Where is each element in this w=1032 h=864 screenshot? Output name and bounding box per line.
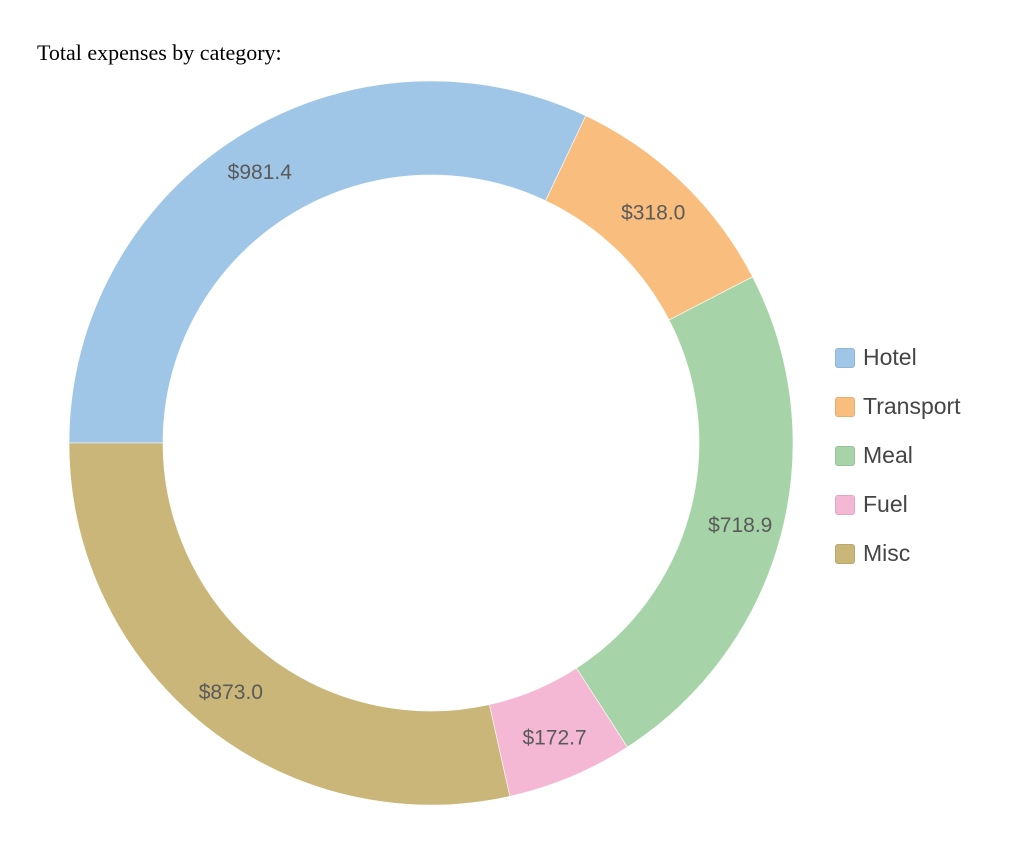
legend-label: Hotel (863, 344, 917, 370)
legend-label: Fuel (863, 491, 908, 517)
legend-item-misc[interactable]: Misc (835, 529, 961, 578)
legend: Hotel Transport Meal Fuel Misc (835, 333, 961, 578)
page-title: Total expenses by category: (37, 40, 282, 65)
legend-label: Misc (863, 540, 911, 566)
legend-swatch (835, 445, 855, 466)
slice-label-meal: $718.9 (708, 514, 772, 537)
legend-swatch (835, 543, 855, 564)
slice-hotel[interactable] (68, 80, 587, 444)
legend-swatch (835, 494, 855, 515)
slice-label-hotel: $981.4 (228, 161, 293, 184)
slice-label-transport: $318.0 (621, 201, 685, 224)
slices-group (68, 80, 794, 806)
labels-group: $981.4 $318.0 $718.9 $172.7 $873.0 (199, 161, 773, 750)
legend-item-hotel[interactable]: Hotel (835, 333, 961, 382)
slice-label-misc: $873.0 (199, 681, 263, 704)
legend-swatch (835, 347, 855, 368)
slice-label-fuel: $172.7 (522, 727, 586, 750)
legend-swatch (835, 396, 855, 417)
legend-label: Transport (863, 393, 961, 419)
legend-item-fuel[interactable]: Fuel (835, 480, 961, 529)
slice-misc[interactable] (68, 442, 511, 806)
legend-item-meal[interactable]: Meal (835, 431, 961, 480)
legend-item-transport[interactable]: Transport (835, 382, 961, 431)
legend-label: Meal (863, 442, 913, 468)
slice-meal[interactable] (576, 276, 794, 748)
